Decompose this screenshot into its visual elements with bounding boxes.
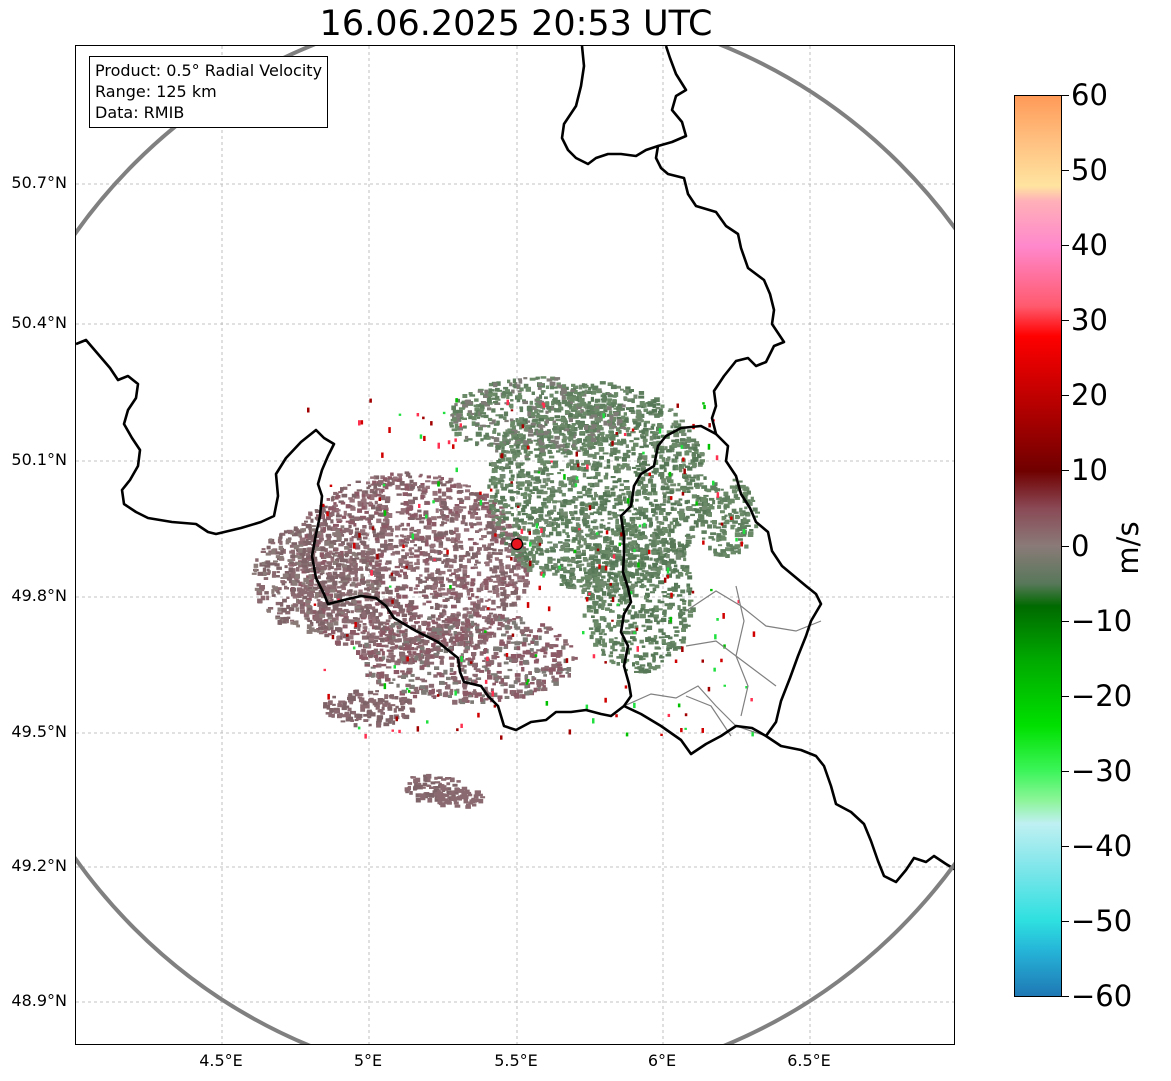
colorbar-tick	[1062, 545, 1069, 547]
colorbar-tick-label: −10	[1071, 603, 1133, 638]
lat-tick-label: 50.1°N	[11, 450, 67, 469]
colorbar-tick-label: −20	[1071, 678, 1133, 713]
colorbar-tick-label: −30	[1071, 753, 1133, 788]
colorbar-tick-label: 50	[1071, 153, 1108, 188]
colorbar-tick-label: −50	[1071, 903, 1133, 938]
map-title: 16.06.2025 20:53 UTC	[319, 4, 713, 44]
radar-map[interactable]	[75, 45, 955, 1045]
lon-tick-label: 4.5°E	[199, 1051, 243, 1070]
colorbar-unit-label: m/s	[1111, 521, 1145, 575]
colorbar-tick-label: 30	[1071, 303, 1108, 338]
province-border-5	[685, 695, 732, 737]
lat-tick-label: 49.2°N	[11, 856, 67, 875]
colorbar-tick	[1062, 695, 1069, 697]
colorbar-tick	[1062, 95, 1069, 96]
colorbar-tick	[1062, 620, 1069, 622]
border-lux-east	[715, 433, 823, 737]
colorbar-tick-label: −40	[1071, 828, 1133, 863]
radar-site-marker[interactable]	[510, 537, 524, 551]
colorbar-tick-label: 40	[1071, 228, 1108, 263]
lat-tick-label: 49.8°N	[11, 586, 67, 605]
info-box: Product: 0.5° Radial Velocity Range: 125…	[89, 56, 329, 128]
colorbar-tick	[1062, 170, 1069, 172]
colorbar-tick	[1062, 920, 1069, 922]
province-border-1	[623, 685, 767, 737]
info-data-source: Data: RMIB	[95, 103, 185, 122]
colorbar-tick-label: 10	[1071, 453, 1108, 488]
province-border-3	[685, 640, 777, 687]
lon-tick-label: 5°E	[353, 1051, 383, 1070]
lat-tick-label: 49.5°N	[11, 722, 67, 741]
border-south-east	[623, 704, 954, 884]
colorbar-tick	[1062, 320, 1069, 322]
colorbar-tick	[1062, 395, 1069, 397]
border-north-west	[76, 46, 786, 732]
lon-tick-label: 6.5°E	[787, 1051, 831, 1070]
province-border-4	[735, 585, 749, 717]
colorbar-tick-label: −60	[1071, 979, 1133, 1013]
info-range: Range: 125 km	[95, 82, 217, 101]
colorbar-tick-label: 0	[1071, 528, 1090, 563]
colorbar-tick	[1062, 470, 1069, 472]
lat-tick-label: 50.4°N	[11, 313, 67, 332]
province-border-2	[685, 590, 822, 632]
colorbar-tick	[1062, 996, 1069, 997]
colorbar-tick	[1062, 245, 1069, 247]
border-east	[657, 46, 688, 148]
lon-tick-label: 6°E	[647, 1051, 677, 1070]
info-product: Product: 0.5° Radial Velocity	[95, 61, 323, 80]
lat-tick-label: 50.7°N	[11, 173, 67, 192]
colorbar-tick	[1062, 770, 1069, 772]
colorbar-tick-label: 60	[1071, 78, 1108, 112]
country-borders	[76, 46, 954, 884]
lat-tick-label: 48.9°N	[11, 991, 67, 1010]
radar-map-canvas	[76, 46, 954, 1044]
lon-tick-label: 5.5°E	[494, 1051, 538, 1070]
colorbar-tick	[1062, 845, 1069, 847]
velocity-echoes	[251, 376, 760, 809]
colorbar-tick-label: 20	[1071, 378, 1108, 413]
colorbar	[1014, 95, 1062, 997]
